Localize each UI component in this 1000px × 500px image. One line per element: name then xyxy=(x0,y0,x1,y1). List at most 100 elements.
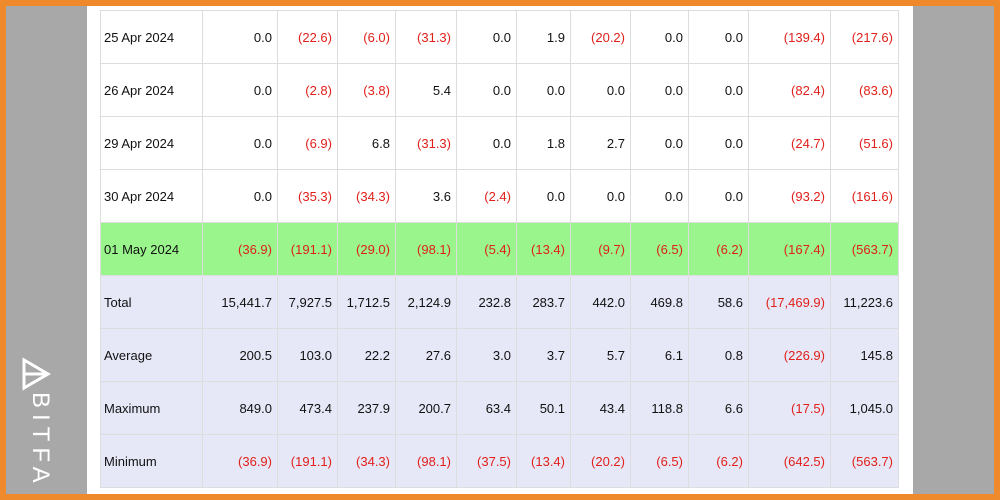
table-row: 25 Apr 2024 0.0 (22.6) (6.0) (31.3) 0.0 1.9 (20… xyxy=(100,10,899,64)
table-cell: (217.6) xyxy=(830,10,899,64)
table-cell: 6.6 xyxy=(688,381,749,435)
table-cell: 0.0 xyxy=(688,169,749,223)
table-cell: 0.0 xyxy=(516,63,571,117)
table-cell: 22.2 xyxy=(337,328,396,382)
table-cell: (139.4) xyxy=(748,10,831,64)
table-cell: (20.2) xyxy=(570,10,631,64)
table-cell: 50.1 xyxy=(516,381,571,435)
table-cell: (98.1) xyxy=(395,434,457,488)
table-cell: 7,927.5 xyxy=(277,275,338,329)
table-cell: 0.0 xyxy=(688,10,749,64)
table-cell: 0.0 xyxy=(516,169,571,223)
table-cell: 3.6 xyxy=(395,169,457,223)
table-cell: 237.9 xyxy=(337,381,396,435)
table-cell: 0.0 xyxy=(456,116,517,170)
table-row: Total 15,441.7 7,927.5 1,712.5 2,124.9 232.8 2… xyxy=(100,275,899,329)
table-cell: (31.3) xyxy=(395,10,457,64)
table-cell: (93.2) xyxy=(748,169,831,223)
table-cell: 0.0 xyxy=(630,169,689,223)
table-cell: 232.8 xyxy=(456,275,517,329)
table-cell: (24.7) xyxy=(748,116,831,170)
table-cell: (563.7) xyxy=(830,434,899,488)
table-cell: 0.0 xyxy=(688,63,749,117)
table-cell: 145.8 xyxy=(830,328,899,382)
table-cell: (191.1) xyxy=(277,222,338,276)
table-cell: 0.0 xyxy=(630,116,689,170)
table-cell: 1,045.0 xyxy=(830,381,899,435)
table-cell: (2.4) xyxy=(456,169,517,223)
table-cell: 442.0 xyxy=(570,275,631,329)
table-cell: 1,712.5 xyxy=(337,275,396,329)
table-cell: 0.0 xyxy=(630,63,689,117)
table-cell: (35.3) xyxy=(277,169,338,223)
table-cell: 0.0 xyxy=(570,63,631,117)
table-cell: (22.6) xyxy=(277,10,338,64)
table-cell: (9.7) xyxy=(570,222,631,276)
row-label: 01 May 2024 xyxy=(100,222,203,276)
table-cell: (36.9) xyxy=(202,434,278,488)
logo-text: BITFA xyxy=(27,392,54,489)
table-cell: (13.4) xyxy=(516,434,571,488)
logo: BITFA xyxy=(12,356,62,491)
table-cell: (5.4) xyxy=(456,222,517,276)
table-cell: 0.0 xyxy=(570,169,631,223)
table-cell: 0.8 xyxy=(688,328,749,382)
table-cell: 6.8 xyxy=(337,116,396,170)
table-cell: (6.5) xyxy=(630,434,689,488)
table-row: Minimum (36.9) (191.1) (34.3) (98.1) (37.5) (1… xyxy=(100,434,899,488)
table-cell: 103.0 xyxy=(277,328,338,382)
table-cell: 0.0 xyxy=(630,10,689,64)
table-cell: (82.4) xyxy=(748,63,831,117)
row-label: 30 Apr 2024 xyxy=(100,169,203,223)
table-cell: (6.2) xyxy=(688,434,749,488)
table-cell: (6.2) xyxy=(688,222,749,276)
table-cell: (17.5) xyxy=(748,381,831,435)
row-label: Total xyxy=(100,275,203,329)
table-cell: 0.0 xyxy=(456,10,517,64)
table-cell: 283.7 xyxy=(516,275,571,329)
table-cell: 473.4 xyxy=(277,381,338,435)
row-label: 25 Apr 2024 xyxy=(100,10,203,64)
table-panel: 25 Apr 2024 0.0 (22.6) (6.0) (31.3) 0.0 1.9 (20… xyxy=(87,6,913,494)
table-cell: (34.3) xyxy=(337,434,396,488)
table-cell: (17,469.9) xyxy=(748,275,831,329)
table-cell: 0.0 xyxy=(202,116,278,170)
table-cell: (34.3) xyxy=(337,169,396,223)
table-cell: (37.5) xyxy=(456,434,517,488)
table-row: 30 Apr 2024 0.0 (35.3) (34.3) 3.6 (2.4) 0.0 0.0… xyxy=(100,169,899,223)
row-label: 26 Apr 2024 xyxy=(100,63,203,117)
table-cell: 0.0 xyxy=(202,169,278,223)
table-cell: 0.0 xyxy=(688,116,749,170)
table-cell: (2.8) xyxy=(277,63,338,117)
table-cell: (226.9) xyxy=(748,328,831,382)
table-cell: (642.5) xyxy=(748,434,831,488)
table-cell: 58.6 xyxy=(688,275,749,329)
logo-icon xyxy=(22,357,51,391)
data-table: 25 Apr 2024 0.0 (22.6) (6.0) (31.3) 0.0 1.9 (20… xyxy=(100,10,899,488)
table-cell: 3.7 xyxy=(516,328,571,382)
table-cell: 1.8 xyxy=(516,116,571,170)
table-cell: (563.7) xyxy=(830,222,899,276)
table-cell: 1.9 xyxy=(516,10,571,64)
table-cell: (31.3) xyxy=(395,116,457,170)
table-cell: 0.0 xyxy=(456,63,517,117)
table-cell: 5.7 xyxy=(570,328,631,382)
table-cell: (20.2) xyxy=(570,434,631,488)
table-cell: 63.4 xyxy=(456,381,517,435)
row-label: Average xyxy=(100,328,203,382)
table-cell: (161.6) xyxy=(830,169,899,223)
table-row: 29 Apr 2024 0.0 (6.9) 6.8 (31.3) 0.0 1.8 2.7 0.0… xyxy=(100,116,899,170)
table-cell: 469.8 xyxy=(630,275,689,329)
table-cell: (6.0) xyxy=(337,10,396,64)
table-cell: (6.5) xyxy=(630,222,689,276)
table-cell: (6.9) xyxy=(277,116,338,170)
table-cell: 3.0 xyxy=(456,328,517,382)
table-cell: (13.4) xyxy=(516,222,571,276)
table-cell: 11,223.6 xyxy=(830,275,899,329)
row-label: 29 Apr 2024 xyxy=(100,116,203,170)
table-cell: (3.8) xyxy=(337,63,396,117)
row-label: Maximum xyxy=(100,381,203,435)
table-row: Maximum 849.0 473.4 237.9 200.7 63.4 50.1 43.4 1… xyxy=(100,381,899,435)
table-cell: 6.1 xyxy=(630,328,689,382)
